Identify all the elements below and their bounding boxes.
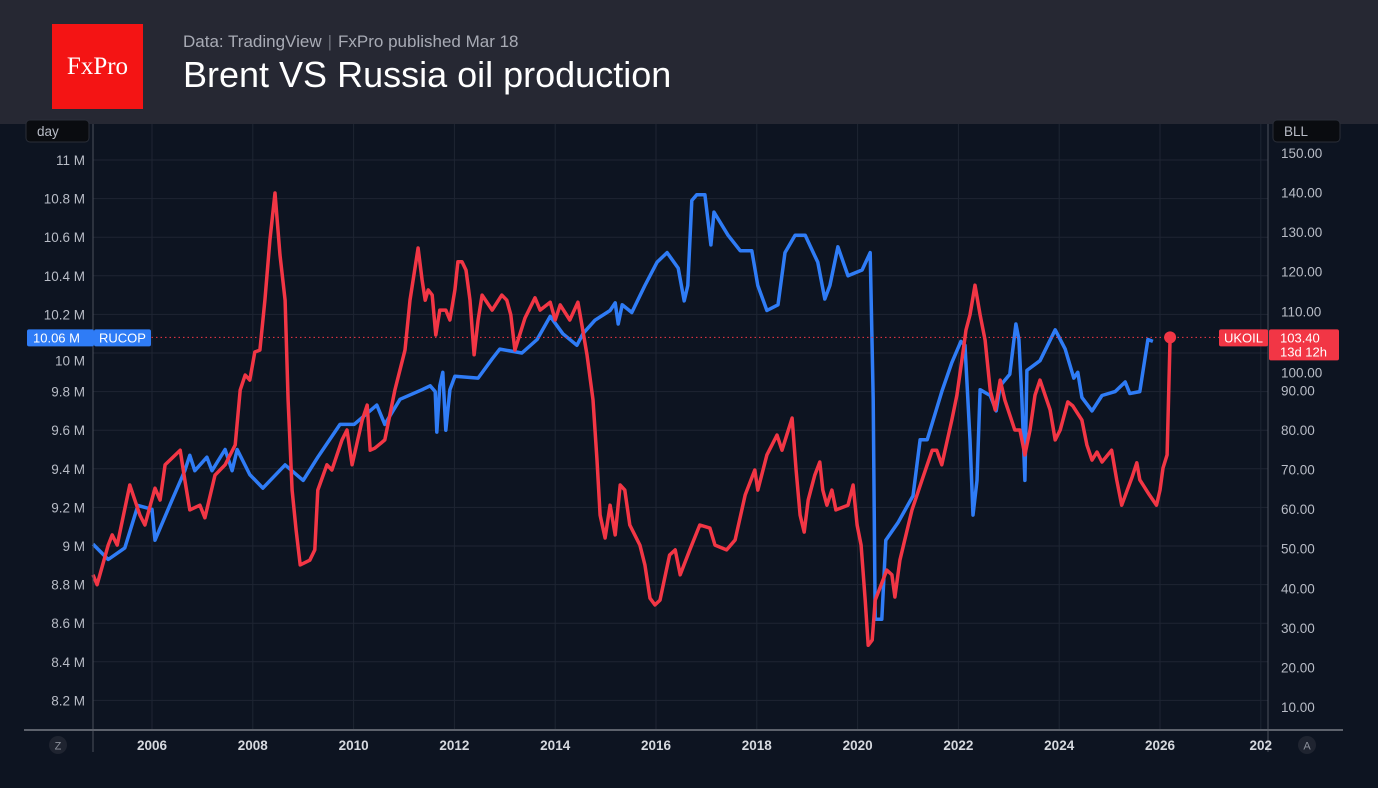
x-tick-label: 2020 xyxy=(843,738,873,753)
series-line-ukoil xyxy=(91,191,1172,648)
ukoil-value-badge xyxy=(1269,329,1339,361)
right-tick-label: 20.00 xyxy=(1281,660,1315,675)
left-unit-label: day xyxy=(37,124,59,139)
ukoil-value: 103.40 xyxy=(1280,330,1320,345)
rucop-value: 10.06 M xyxy=(33,330,80,345)
ukoil-countdown: 13d 12h xyxy=(1280,344,1327,359)
left-tick-label: 8.2 M xyxy=(51,693,85,708)
zoom-button[interactable] xyxy=(49,736,67,754)
left-tick-label: 10 M xyxy=(55,353,85,368)
left-tick-label: 10.8 M xyxy=(44,192,85,207)
axes: 11 M 10.8 M 10.6 M 10.4 M 10.2 M 10 M 9.8 M 9.6… xyxy=(24,119,1343,754)
right-tick-label: 10.00 xyxy=(1281,700,1315,715)
right-tick-label: 110.00 xyxy=(1281,304,1321,319)
left-tick-label: 8.6 M xyxy=(51,616,85,631)
right-unit-box xyxy=(1272,119,1341,143)
zoom-button-label: Z xyxy=(55,741,62,753)
left-tick-label: 10.6 M xyxy=(44,230,85,245)
right-tick-label: 40.00 xyxy=(1281,581,1315,596)
fxpro-logo: FxPro xyxy=(52,24,143,109)
left-tick-label: 10.4 M xyxy=(44,269,85,284)
x-tick-label: 2012 xyxy=(439,738,469,753)
grid xyxy=(93,124,1268,730)
left-tick-label: 9.8 M xyxy=(51,385,85,400)
left-tick-label: 8.4 M xyxy=(51,655,85,670)
header: FxPro Data: TradingView | FxPro published … xyxy=(0,0,1378,124)
right-tick-label: 90.00 xyxy=(1281,383,1315,398)
right-tick-label: 70.00 xyxy=(1281,463,1315,478)
series-lines xyxy=(91,191,1172,648)
x-tick-label: 2016 xyxy=(641,738,672,753)
ukoil-last-point xyxy=(1164,331,1177,344)
published-date: FxPro published Mar 18 xyxy=(338,32,519,51)
x-tick-label: 2014 xyxy=(540,738,571,753)
rucop-name-badge xyxy=(94,329,151,347)
x-tick-label: 2024 xyxy=(1044,738,1075,753)
right-tick-label: 140.00 xyxy=(1281,186,1322,201)
right-tick-label: 100.00 xyxy=(1281,365,1322,380)
page-title: Brent VS Russia oil production xyxy=(183,54,672,95)
separator: | xyxy=(327,32,333,51)
x-tick-label: 2010 xyxy=(339,738,369,753)
auto-scale-button[interactable] xyxy=(1298,736,1316,754)
right-tick-label: 50.00 xyxy=(1281,542,1315,557)
x-tick-label: 2018 xyxy=(742,738,773,753)
rucop-value-badge xyxy=(27,329,94,347)
series-line-rucop xyxy=(91,192,1154,622)
ukoil-name-badge xyxy=(1219,329,1268,347)
right-tick-label: 30.00 xyxy=(1281,621,1315,636)
subtitle: Data: TradingView | FxPro published Mar 18 xyxy=(183,32,519,52)
left-unit-box xyxy=(25,119,90,143)
data-source: Data: TradingView xyxy=(183,32,322,51)
right-tick-label: 150.00 xyxy=(1281,146,1322,161)
x-tick-label: 2026 xyxy=(1145,738,1176,753)
x-tick-label: 202 xyxy=(1250,738,1273,753)
auto-scale-button-label: A xyxy=(1303,741,1311,753)
right-tick-label: 80.00 xyxy=(1281,423,1315,438)
left-tick-label: 9.4 M xyxy=(51,462,85,477)
ukoil-name: UKOIL xyxy=(1224,330,1263,345)
left-tick-label: 9 M xyxy=(62,539,85,554)
x-tick-label: 2022 xyxy=(943,738,973,753)
right-tick-label: 120.00 xyxy=(1281,265,1322,280)
right-tick-label: 130.00 xyxy=(1281,225,1322,240)
left-tick-label: 9.2 M xyxy=(51,500,85,515)
left-tick-label: 11 M xyxy=(56,153,85,168)
x-tick-label: 2006 xyxy=(137,738,168,753)
x-tick-label: 2008 xyxy=(238,738,269,753)
left-tick-label: 10.2 M xyxy=(44,307,85,322)
left-tick-label: 8.8 M xyxy=(51,578,85,593)
rucop-name: RUCOP xyxy=(99,330,146,345)
right-tick-label: 60.00 xyxy=(1281,502,1315,517)
right-unit-label: BLL xyxy=(1284,124,1309,139)
left-tick-label: 9.6 M xyxy=(51,423,85,438)
